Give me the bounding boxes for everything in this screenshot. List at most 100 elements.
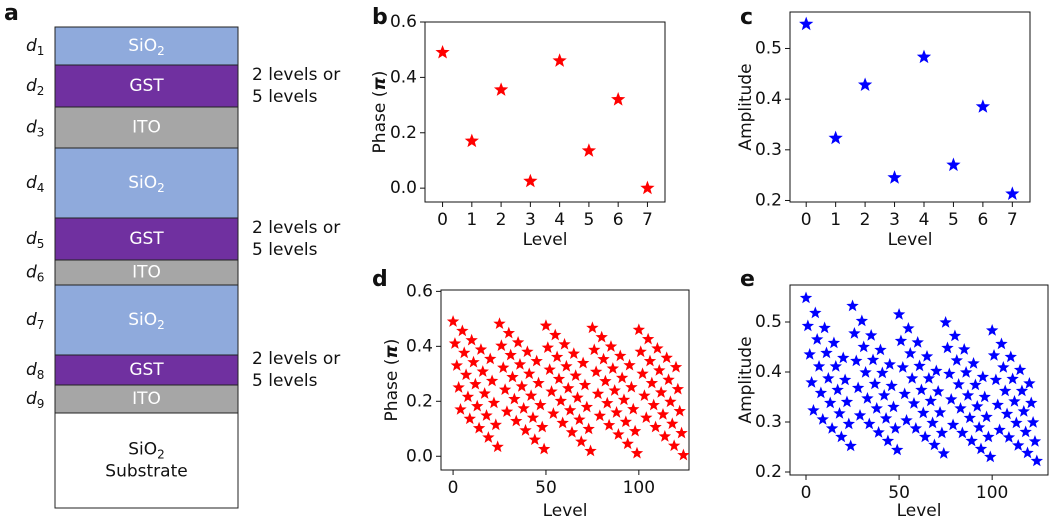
point (550, 350, 564, 363)
point (842, 417, 855, 430)
point (931, 385, 945, 397)
thickness-label: d4 (26, 173, 44, 195)
layer (54, 217, 239, 261)
thickness-label: d7 (26, 310, 44, 332)
point (654, 386, 668, 398)
point (549, 328, 562, 341)
point (825, 422, 839, 434)
thickness-symbol: d (26, 360, 37, 380)
panel-label: e (740, 267, 755, 292)
point (562, 381, 575, 394)
layer-material: GST (129, 76, 164, 96)
layer (54, 259, 239, 286)
point (969, 378, 982, 391)
x-tick-label: 50 (888, 483, 910, 503)
point (896, 361, 909, 373)
point (828, 130, 843, 145)
point (930, 364, 943, 377)
point (829, 360, 842, 372)
y-tick-label: 0.0 (406, 446, 433, 466)
layer-material: ITO (132, 389, 161, 409)
thickness-symbol: d (26, 76, 37, 96)
point (989, 373, 1003, 386)
point (838, 373, 852, 386)
thickness-symbol: d (26, 173, 37, 193)
point (608, 384, 621, 396)
x-tick-label: 100 (976, 483, 1008, 503)
point (519, 423, 532, 436)
point (504, 348, 517, 361)
point (606, 362, 620, 374)
point (641, 332, 655, 345)
thickness-symbol: d (26, 36, 37, 56)
point (530, 354, 543, 367)
point (1026, 416, 1040, 428)
point (853, 409, 867, 421)
layer-label: ITO (132, 389, 161, 409)
point (489, 418, 502, 431)
point (625, 380, 638, 393)
point (647, 398, 660, 411)
y-axis-label-text: Amplitude (736, 63, 756, 150)
point (517, 401, 530, 414)
point (984, 450, 997, 463)
point (554, 394, 567, 407)
plot-frame (789, 284, 1049, 476)
point (523, 367, 536, 380)
point (474, 343, 488, 355)
point (640, 180, 655, 195)
thickness-label: d9 (26, 389, 44, 411)
point (575, 435, 588, 447)
point (837, 351, 850, 364)
y-axis-label-symbol: π (370, 77, 390, 91)
point (874, 343, 887, 356)
point (982, 430, 995, 443)
y-tick-label: 0.6 (390, 12, 417, 32)
point (584, 444, 597, 457)
point (602, 418, 616, 431)
layer-subscript: 2 (157, 318, 165, 332)
layer-material: ITO (132, 118, 161, 138)
point (898, 387, 911, 400)
point (482, 431, 495, 443)
point (493, 82, 509, 96)
point (799, 16, 814, 31)
point (628, 424, 642, 437)
y-axis-label-end: ) (382, 339, 402, 346)
y-tick-label: 0.4 (755, 89, 782, 109)
point (1006, 372, 1019, 385)
x-axis-label: Level (543, 501, 588, 517)
panel-label: b (372, 5, 388, 30)
point (589, 365, 603, 378)
point (958, 343, 971, 355)
point (558, 337, 571, 350)
point (649, 420, 662, 433)
point (513, 357, 527, 370)
point (630, 446, 644, 459)
x-tick-label: 6 (613, 210, 624, 230)
y-tick-label: 0.4 (406, 336, 433, 356)
point (653, 364, 666, 376)
point (859, 366, 872, 378)
point (889, 422, 902, 434)
point (900, 414, 913, 426)
point (1030, 454, 1044, 467)
point (528, 433, 541, 446)
thickness-index: 4 (37, 181, 45, 195)
x-axis-label: Level (888, 230, 933, 250)
point (469, 377, 482, 390)
panel-label: d (372, 267, 388, 292)
point (805, 376, 818, 388)
point (907, 397, 921, 409)
point (446, 315, 460, 327)
point (913, 359, 926, 372)
point (619, 415, 633, 428)
point (506, 370, 519, 383)
layer-subscript: 2 (157, 181, 165, 195)
point (450, 359, 463, 371)
point (638, 389, 651, 402)
point (872, 426, 885, 438)
x-tick-label: 0 (801, 483, 812, 503)
point (971, 400, 984, 412)
thickness-index: 7 (37, 318, 45, 332)
